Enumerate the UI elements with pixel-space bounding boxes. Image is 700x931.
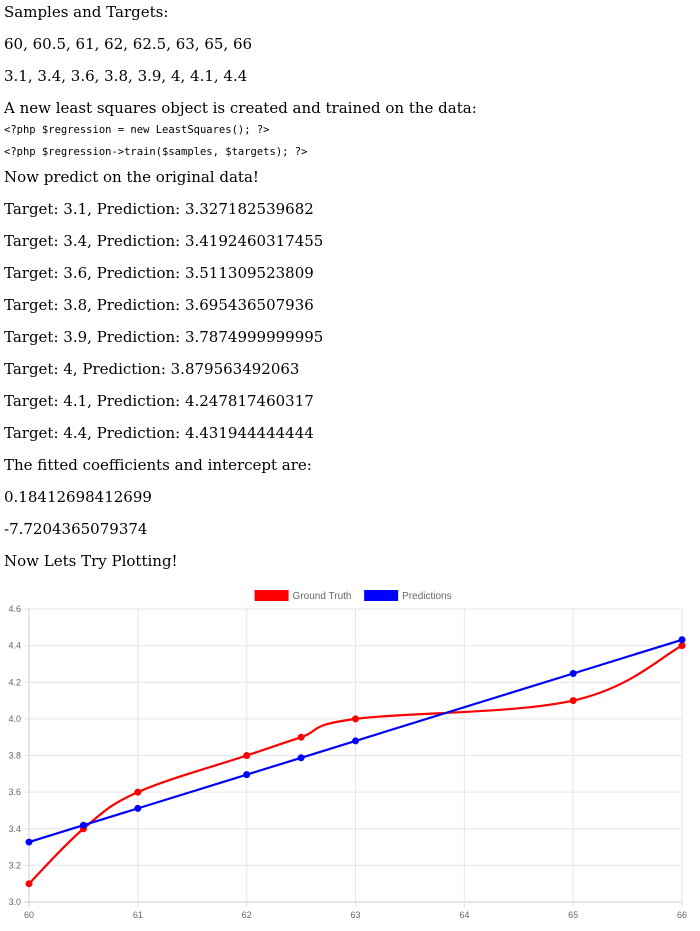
data-point — [678, 642, 686, 650]
y-tick-label: 3.6 — [8, 787, 21, 797]
y-tick-label: 4.4 — [8, 641, 21, 651]
prediction-line: Target: 4, Prediction: 3.879563492063 — [4, 360, 300, 378]
x-tick-label: 62 — [242, 910, 252, 920]
y-tick-label: 4.2 — [8, 677, 21, 687]
data-point — [297, 733, 305, 741]
x-tick-label: 65 — [568, 910, 578, 920]
y-tick-label: 3.4 — [8, 824, 21, 834]
data-point — [134, 804, 142, 812]
data-point — [25, 838, 33, 846]
data-point — [243, 752, 251, 759]
legend-swatch — [254, 590, 289, 601]
prediction-line: Target: 4.4, Prediction: 4.431944444444 — [4, 424, 314, 442]
series-line — [28, 638, 683, 844]
grid — [24, 608, 683, 907]
y-tick-label: 3.8 — [8, 751, 21, 761]
series-layer — [25, 636, 686, 888]
data-point — [569, 669, 577, 677]
x-tick-label: 63 — [350, 910, 360, 920]
samples-values: 60, 60.5, 61, 62, 62.5, 63, 65, 66 — [4, 35, 253, 53]
predict-heading: Now predict on the original data! — [4, 168, 259, 186]
legend-label: Predictions — [402, 591, 451, 602]
targets-values: 3.1, 3.4, 3.6, 3.8, 3.9, 4, 4.1, 4.4 — [4, 67, 248, 85]
y-tick-label: 3.0 — [8, 897, 21, 907]
x-tick-label: 60 — [24, 910, 34, 920]
create-text: A new least squares object is created an… — [4, 99, 477, 117]
y-tick-label: 4.6 — [8, 604, 21, 614]
data-point — [352, 737, 359, 745]
legend: Ground Truth Predictions — [254, 590, 452, 602]
prediction-line: Target: 4.1, Prediction: 4.247817460317 — [4, 392, 314, 410]
prediction-line: Target: 3.8, Prediction: 3.695436507936 — [4, 296, 314, 314]
prediction-line: Target: 3.4, Prediction: 3.4192460317455 — [4, 232, 324, 250]
data-point — [79, 821, 87, 829]
data-point — [352, 715, 359, 723]
legend-label: Ground Truth — [293, 591, 352, 602]
plot-heading: Now Lets Try Plotting! — [4, 552, 178, 570]
code-line: <?php $regression->train($samples, $targ… — [4, 146, 308, 158]
data-point — [25, 880, 33, 888]
intercept-value: -7.7204365079374 — [4, 520, 148, 538]
x-tick-label: 66 — [677, 910, 687, 920]
prediction-line: Target: 3.6, Prediction: 3.511309523809 — [4, 264, 314, 282]
x-tick-label: 61 — [133, 910, 143, 920]
data-point — [569, 697, 577, 705]
y-tick-label: 3.2 — [8, 860, 21, 870]
y-tick-label: 4.0 — [8, 714, 21, 724]
line-chart: 3.0 3.2 3.4 3.6 3.8 4.0 4.2 4.4 4.6 60 61 62 63 64 65 6… — [8, 590, 687, 920]
axes: 3.0 3.2 3.4 3.6 3.8 4.0 4.2 4.4 4.6 60 61 62 63 64 65 6… — [8, 604, 687, 920]
data-point — [678, 636, 686, 644]
legend-swatch — [364, 590, 399, 601]
data-point — [243, 771, 251, 779]
data-point — [134, 788, 142, 796]
samples-heading: Samples and Targets: — [4, 3, 169, 21]
prediction-line: Target: 3.1, Prediction: 3.327182539682 — [4, 200, 314, 218]
x-tick-label: 64 — [459, 910, 469, 920]
coefficient-value: 0.18412698412699 — [4, 488, 152, 506]
prediction-line: Target: 3.9, Prediction: 3.7874999999995 — [4, 328, 324, 346]
data-point — [297, 754, 305, 762]
coef-heading: The fitted coefficients and intercept ar… — [4, 456, 312, 474]
code-line: <?php $regression = new LeastSquares(); … — [4, 124, 270, 136]
